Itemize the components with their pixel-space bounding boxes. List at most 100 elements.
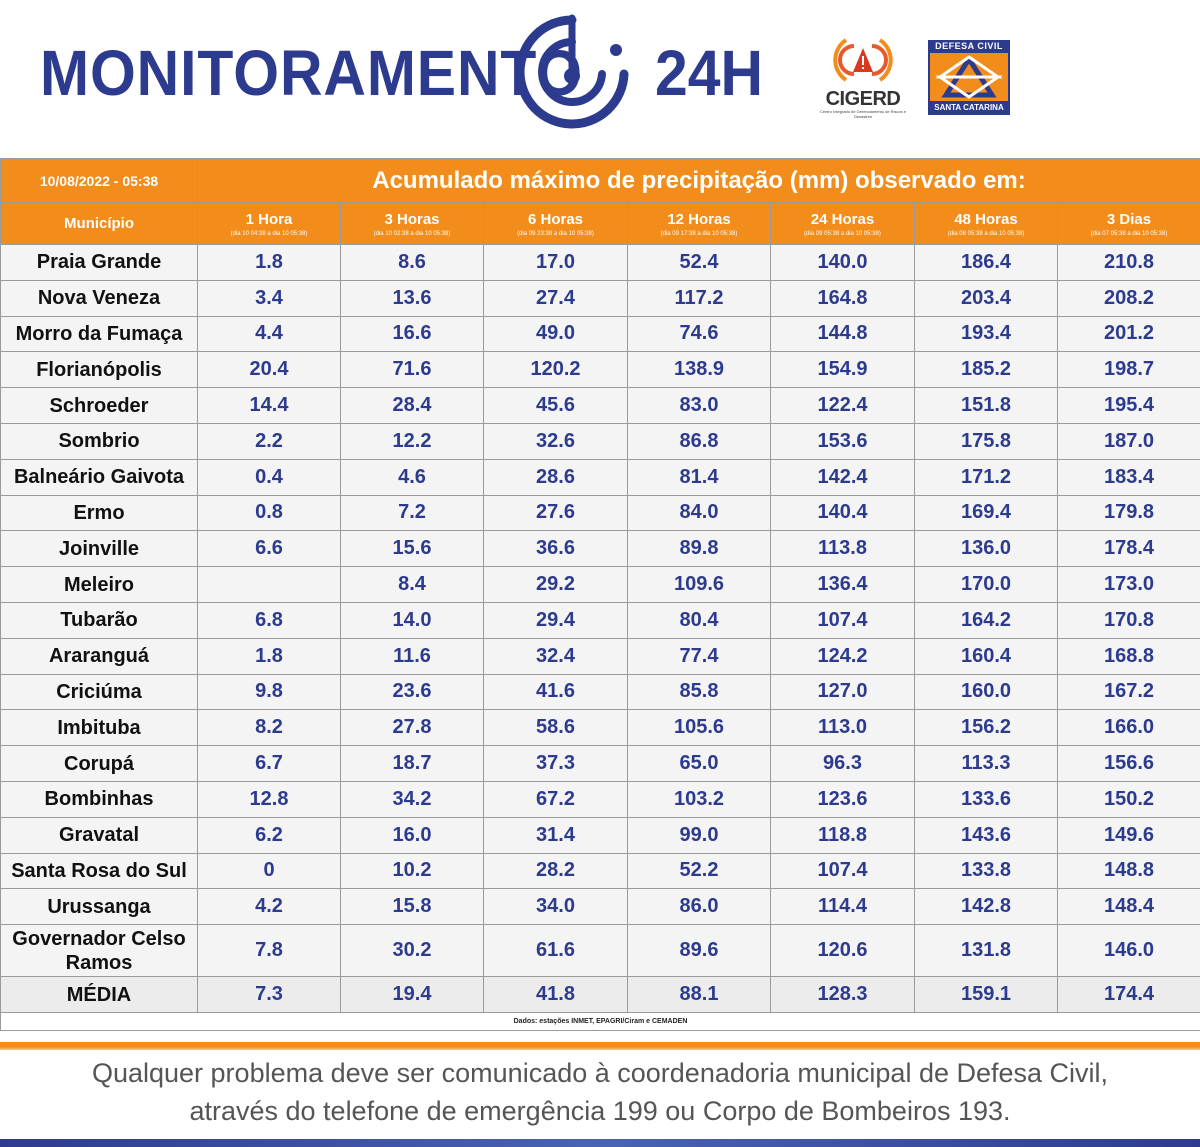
precipitation-value: 15.8 bbox=[340, 888, 484, 926]
defesa-civil-bottom: SANTA CATARINA bbox=[934, 103, 1004, 112]
precipitation-value: 30.2 bbox=[340, 924, 484, 978]
precipitation-value: 85.8 bbox=[627, 673, 771, 711]
column-header-range: (dia 10 04:38 a dia 10 05:38) bbox=[230, 230, 308, 237]
precipitation-value: 201.2 bbox=[1057, 315, 1200, 353]
precipitation-value: 203.4 bbox=[914, 279, 1058, 317]
table-row: Urussanga 4.2 15.8 34.0 86.0 114.4 142.8 148.4 bbox=[0, 888, 1200, 926]
table-row: Balneário Gaivota 0.4 4.6 28.6 81.4 142.4 171.… bbox=[0, 458, 1200, 496]
precipitation-value: 32.6 bbox=[483, 422, 628, 460]
column-header-range: (dia 07 05:38 a dia 10 05:38) bbox=[1090, 230, 1168, 237]
precipitation-value: 8.4 bbox=[340, 566, 484, 603]
precipitation-value: 4.2 bbox=[197, 888, 341, 926]
precipitation-value: 71.6 bbox=[340, 351, 484, 389]
precipitation-value: 107.4 bbox=[770, 852, 915, 890]
precipitation-value: 127.0 bbox=[770, 673, 915, 711]
precipitation-value: 49.0 bbox=[483, 315, 628, 353]
precipitation-value: 171.2 bbox=[914, 458, 1058, 496]
municipio-name: Ermo bbox=[0, 494, 198, 532]
precipitation-value: 136.4 bbox=[770, 566, 915, 603]
column-header-label: 3 Horas bbox=[384, 210, 440, 228]
municipio-name: Santa Rosa do Sul bbox=[0, 852, 198, 890]
column-header: 1 Hora (dia 10 04:38 a dia 10 05:38) bbox=[197, 202, 341, 245]
defesa-civil-top: DEFESA CIVIL bbox=[935, 41, 1003, 51]
precipitation-value: 8.2 bbox=[197, 709, 341, 747]
footer-message: Qualquer problema deve ser comunicado à … bbox=[0, 1054, 1200, 1130]
precipitation-value: 120.2 bbox=[483, 351, 628, 389]
column-header-range: (dia 09 05:38 a dia 10 05:38) bbox=[804, 230, 881, 237]
precipitation-value: 96.3 bbox=[770, 745, 915, 782]
municipio-name: Morro da Fumaça bbox=[0, 315, 198, 353]
footer-bar bbox=[0, 1139, 1200, 1147]
precipitation-value: 198.7 bbox=[1057, 351, 1200, 389]
precipitation-value: 8.6 bbox=[340, 244, 484, 281]
precipitation-value: 34.0 bbox=[483, 888, 628, 926]
precipitation-value: 58.6 bbox=[483, 709, 628, 747]
municipio-name: Praia Grande bbox=[0, 244, 198, 281]
column-header-range: (dia 08 05:38 a dia 10 05:38) bbox=[947, 230, 1025, 237]
precipitation-value: 89.8 bbox=[627, 530, 771, 568]
column-header: 3 Horas (dia 10 02:38 a dia 10 05:38) bbox=[340, 202, 484, 245]
precipitation-value: 109.6 bbox=[627, 566, 771, 603]
table-row: Nova Veneza 3.4 13.6 27.4 117.2 164.8 203.4 208… bbox=[0, 279, 1200, 317]
precipitation-value: 20.4 bbox=[197, 351, 341, 389]
precipitation-value: 179.8 bbox=[1057, 494, 1200, 532]
table-row: Meleiro 8.4 29.2 109.6 136.4 170.0 173.0 bbox=[0, 566, 1200, 603]
table-row: Santa Rosa do Sul 0 10.2 28.2 52.2 107.4 133.8… bbox=[0, 852, 1200, 890]
precipitation-value: 15.6 bbox=[340, 530, 484, 568]
municipio-name: Nova Veneza bbox=[0, 279, 198, 317]
precipitation-value: 9.8 bbox=[197, 673, 341, 711]
table-row: Praia Grande 1.8 8.6 17.0 52.4 140.0 186.4 210.… bbox=[0, 244, 1200, 281]
column-header-label: 3 Dias bbox=[1106, 210, 1152, 228]
precipitation-value: 16.0 bbox=[340, 816, 484, 854]
precipitation-value: 175.8 bbox=[914, 422, 1058, 460]
precipitation-value: 14.0 bbox=[340, 601, 484, 639]
municipio-name: Imbituba bbox=[0, 709, 198, 747]
precipitation-value: 142.4 bbox=[770, 458, 915, 496]
precipitation-value: 122.4 bbox=[770, 387, 915, 424]
defesa-civil-logo: DEFESA CIVIL SANTA CATARINA bbox=[928, 40, 1010, 115]
brand-24h: 24H bbox=[655, 37, 764, 109]
column-header: 48 Horas (dia 08 05:38 a dia 10 05:38) bbox=[914, 202, 1058, 245]
precipitation-value: 32.4 bbox=[483, 637, 628, 675]
precipitation-value: 52.2 bbox=[627, 852, 771, 890]
municipio-name: Urussanga bbox=[0, 888, 198, 926]
precipitation-value: 6.8 bbox=[197, 601, 341, 639]
precipitation-value: 156.2 bbox=[914, 709, 1058, 747]
precipitation-value: 133.8 bbox=[914, 852, 1058, 890]
column-header-label: 24 Horas bbox=[810, 210, 875, 228]
precipitation-value: 208.2 bbox=[1057, 279, 1200, 317]
precipitation-value: 144.8 bbox=[770, 315, 915, 353]
municipio-name: Governador Celso Ramos bbox=[0, 924, 198, 978]
precipitation-table: 10/08/2022 - 05:38 Acumulado máximo de p… bbox=[0, 158, 1200, 1031]
precipitation-value: 10.2 bbox=[340, 852, 484, 890]
precipitation-value: 61.6 bbox=[483, 924, 628, 978]
data-source: Dados: estações INMET, EPAGRI/Ciram e CE… bbox=[0, 1011, 1200, 1031]
precipitation-value: 169.4 bbox=[914, 494, 1058, 532]
table-title: Acumulado máximo de precipitação (mm) ob… bbox=[197, 158, 1200, 203]
precipitation-value: 174.4 bbox=[1057, 976, 1200, 1013]
precipitation-value: 173.0 bbox=[1057, 566, 1200, 603]
precipitation-value: 183.4 bbox=[1057, 458, 1200, 496]
precipitation-value: 23.6 bbox=[340, 673, 484, 711]
precipitation-value: 114.4 bbox=[770, 888, 915, 926]
precipitation-value: 151.8 bbox=[914, 387, 1058, 424]
table-row: Criciúma 9.8 23.6 41.6 85.8 127.0 160.0 167.2 bbox=[0, 673, 1200, 711]
precipitation-value: 81.4 bbox=[627, 458, 771, 496]
municipio-name: Bombinhas bbox=[0, 780, 198, 818]
column-header: 3 Dias (dia 07 05:38 a dia 10 05:38) bbox=[1057, 202, 1200, 245]
municipio-name: Balneário Gaivota bbox=[0, 458, 198, 496]
precipitation-value: 210.8 bbox=[1057, 244, 1200, 281]
average-row: MÉDIA 7.3 19.4 41.8 88.1 128.3 159.1 174.4 bbox=[0, 976, 1200, 1013]
precipitation-value: 153.6 bbox=[770, 422, 915, 460]
precipitation-value: 65.0 bbox=[627, 745, 771, 782]
defesa-civil-emblem-icon bbox=[935, 54, 1003, 99]
precipitation-value: 148.4 bbox=[1057, 888, 1200, 926]
precipitation-value: 113.3 bbox=[914, 745, 1058, 782]
precipitation-value: 77.4 bbox=[627, 637, 771, 675]
municipio-name: Florianópolis bbox=[0, 351, 198, 389]
precipitation-value: 105.6 bbox=[627, 709, 771, 747]
precipitation-value: 0.4 bbox=[197, 458, 341, 496]
precipitation-value: 193.4 bbox=[914, 315, 1058, 353]
precipitation-value: 140.0 bbox=[770, 244, 915, 281]
precipitation-value: 143.6 bbox=[914, 816, 1058, 854]
